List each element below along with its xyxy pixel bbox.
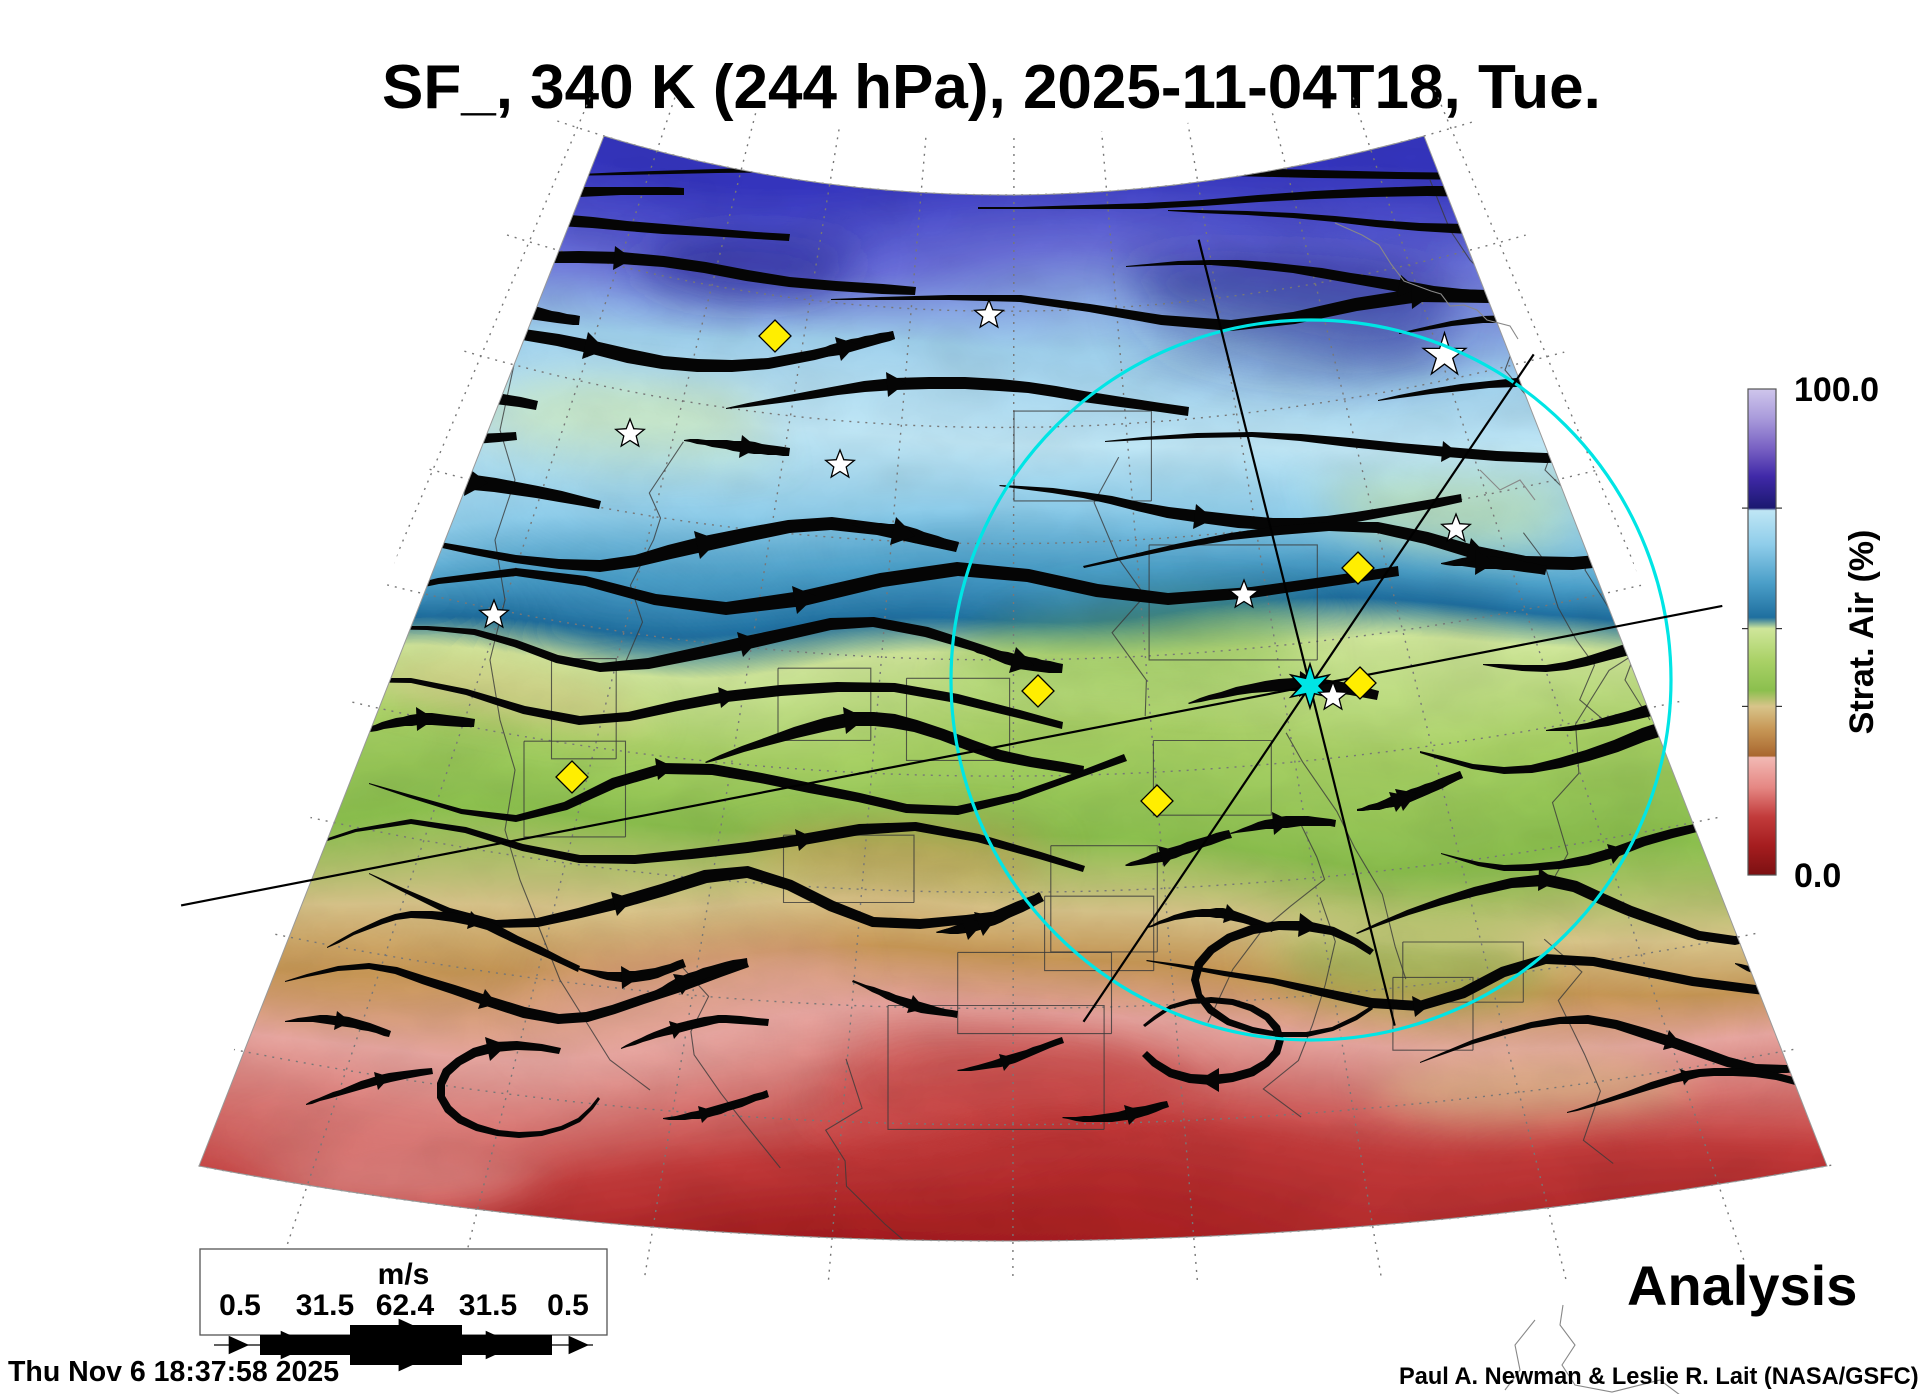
svg-text:m/s: m/s	[378, 1258, 430, 1291]
svg-text:0.5: 0.5	[219, 1289, 261, 1322]
svg-text:0.5: 0.5	[547, 1289, 589, 1322]
svg-text:Analysis: Analysis	[1627, 1254, 1857, 1317]
svg-text:31.5: 31.5	[296, 1289, 354, 1322]
svg-text:SF_, 340 K (244 hPa), 2025-11-: SF_, 340 K (244 hPa), 2025-11-04T18, Tue…	[382, 53, 1601, 122]
svg-text:31.5: 31.5	[459, 1289, 517, 1322]
svg-text:62.4: 62.4	[376, 1289, 435, 1322]
svg-text:Thu Nov 6 18:37:58 2025: Thu Nov 6 18:37:58 2025	[8, 1356, 339, 1388]
svg-text:100.0: 100.0	[1794, 371, 1879, 409]
svg-text:Strat. Air (%): Strat. Air (%)	[1843, 530, 1881, 735]
svg-text:Paul A. Newman & Leslie R. Lai: Paul A. Newman & Leslie R. Lait (NASA/GS…	[1399, 1364, 1919, 1390]
svg-text:0.0: 0.0	[1794, 857, 1841, 895]
